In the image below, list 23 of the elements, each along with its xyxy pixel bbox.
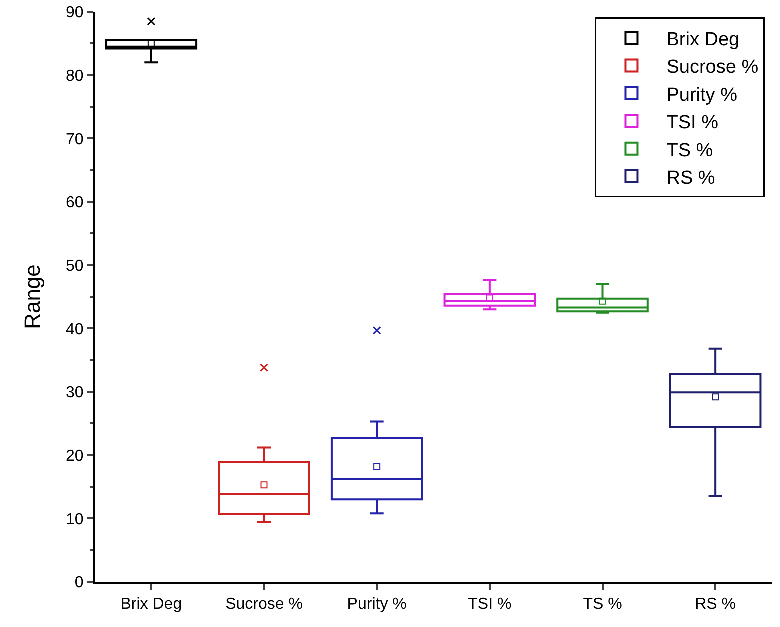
y-tick-label: 50 xyxy=(66,258,84,275)
y-tick-label: 10 xyxy=(66,511,84,528)
x-tick-label: Sucrose % xyxy=(226,596,303,614)
legend-label: TSI % xyxy=(666,112,719,134)
y-tick-label: 0 xyxy=(74,574,84,592)
y-tick-label: 40 xyxy=(66,321,84,338)
y-axis-title: Range xyxy=(20,264,45,330)
y-tick-label: 60 xyxy=(66,194,84,212)
legend-label: Brix Deg xyxy=(666,29,740,50)
legend-label: RS % xyxy=(666,168,716,189)
y-tick-label: 90 xyxy=(66,4,84,22)
y-tick-label: 30 xyxy=(66,384,84,402)
legend-label: TS % xyxy=(666,140,714,162)
x-tick-label: RS % xyxy=(695,596,736,614)
y-tick-label: 20 xyxy=(66,448,84,465)
x-tick-label: TSI % xyxy=(468,596,512,614)
x-tick-label: Purity % xyxy=(347,596,407,614)
y-tick-label: 70 xyxy=(66,131,84,148)
legend-label: Sucrose % xyxy=(666,57,759,78)
y-tick-label: 80 xyxy=(66,68,84,85)
legend-label: Purity % xyxy=(666,84,738,106)
x-tick-label: TS % xyxy=(583,596,622,614)
x-tick-label: Brix Deg xyxy=(120,596,182,614)
